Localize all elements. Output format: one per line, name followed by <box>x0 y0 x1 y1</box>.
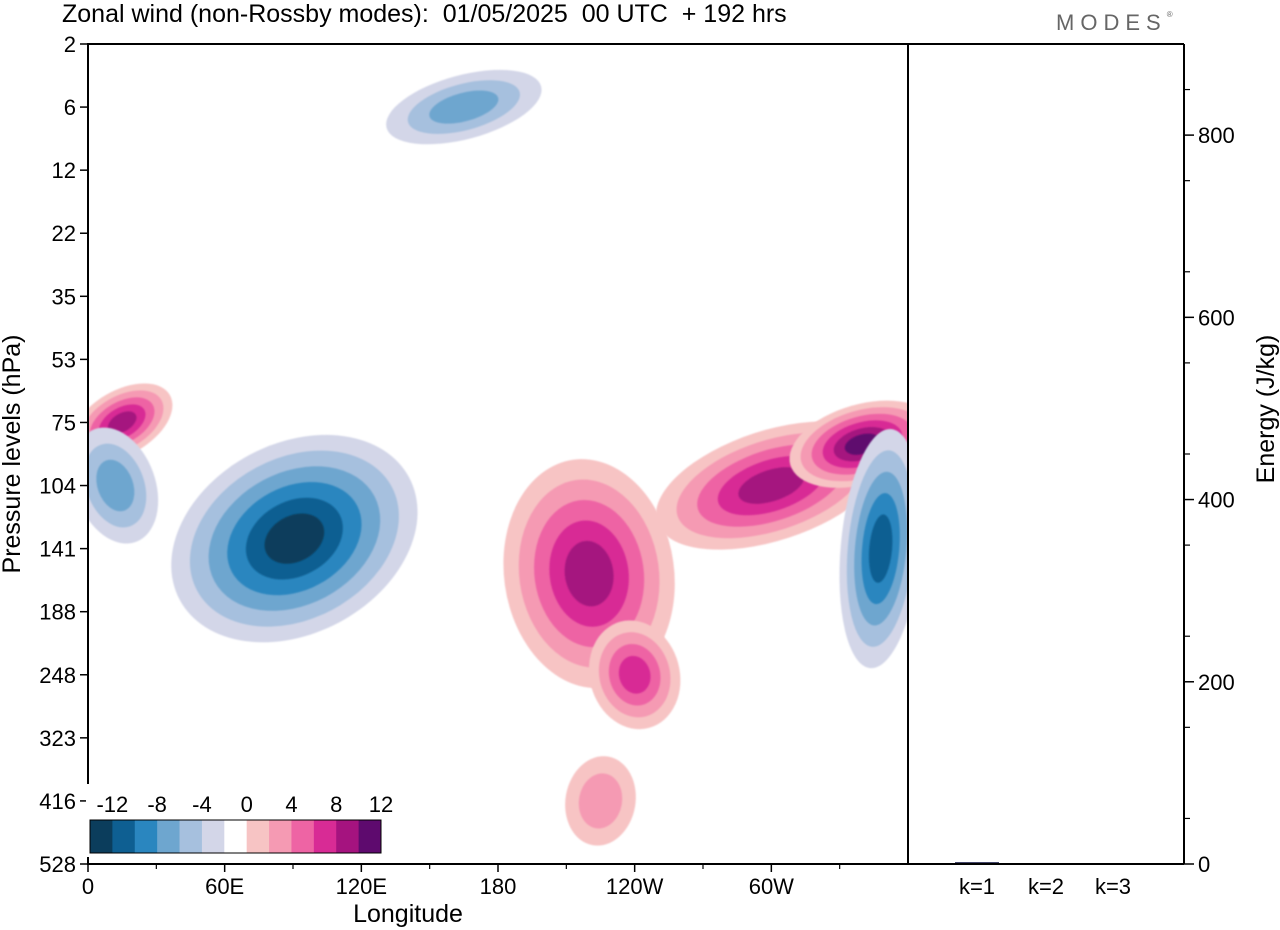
contour-blob <box>564 540 614 607</box>
y-tick-label: 104 <box>39 474 76 499</box>
colorbar-swatch <box>358 820 382 853</box>
energy-tick-label: 0 <box>1198 852 1210 877</box>
colorbar-label: -8 <box>147 792 167 817</box>
colorbar-swatch <box>134 820 158 853</box>
logo-text: MODES <box>1056 10 1167 35</box>
y-tick-label: 2 <box>64 32 76 57</box>
colorbar-label: 8 <box>330 792 342 817</box>
y-tick-label: 12 <box>52 158 76 183</box>
x-tick-label: 180 <box>480 874 517 899</box>
y-tick-label: 6 <box>64 95 76 120</box>
x-axis-label: Longitude <box>353 900 463 928</box>
colorbar-outline <box>89 819 382 854</box>
energy-tick-label: 800 <box>1198 123 1235 148</box>
colorbar-label: 12 <box>369 792 393 817</box>
colorbar-swatch <box>224 820 248 853</box>
colorbar-label: -4 <box>192 792 212 817</box>
y-tick-label: 75 <box>52 410 76 435</box>
colorbar-swatch <box>179 820 203 853</box>
colorbar: -12 -8 -4 0 4 8 12 <box>86 784 393 857</box>
x-tick-label: 60E <box>205 874 244 899</box>
x-tick-label: 60W <box>749 874 794 899</box>
chart-title: Zonal wind (non-Rossby modes): 01/05/202… <box>62 0 787 28</box>
y-tick-label: 141 <box>39 537 76 562</box>
colorbar-swatch <box>336 820 360 853</box>
y-tick-label: 35 <box>52 284 76 309</box>
colorbar-swatch <box>291 820 315 853</box>
contour-blob <box>738 467 805 504</box>
energy-tick-label: 400 <box>1198 488 1235 513</box>
bar-category-label: k=2 <box>1028 874 1064 899</box>
colorbar-swatch <box>112 820 136 853</box>
energy-axis-label: Energy (J/kg) <box>1252 335 1280 484</box>
y-tick-label: 53 <box>52 347 76 372</box>
y-tick-label: 323 <box>39 726 76 751</box>
contour-blob <box>107 411 137 434</box>
contour-blob <box>578 773 623 829</box>
contour-blob <box>868 514 893 583</box>
axes: 0 60E 120E 180 120W 60W Longitude 2 6 12 22 35 53 75 1… <box>0 32 841 928</box>
colorbar-swatch <box>269 820 292 853</box>
colorbar-swatch <box>246 820 270 853</box>
contour-blob <box>264 513 325 564</box>
colorbar-swatch <box>90 820 113 853</box>
modes-logo: MODES® <box>1056 10 1173 35</box>
bar-category-label: k=3 <box>1095 874 1131 899</box>
y-tick-label: 416 <box>39 789 76 814</box>
contour-field <box>88 69 908 846</box>
y-axis-label: Pressure levels (hPa) <box>0 335 26 574</box>
energy-tick-label: 200 <box>1198 670 1235 695</box>
colorbar-swatch <box>201 820 225 853</box>
contour-blob <box>429 90 499 124</box>
y-tick-label: 188 <box>39 600 76 625</box>
x-tick-label: 120E <box>336 874 387 899</box>
energy-bars: k=1 k=2 k=3 0 200 400 600 800 Energy (J/kg) <box>955 88 1280 899</box>
x-tick-label: 0 <box>82 874 94 899</box>
x-tick-label: 120W <box>606 874 664 899</box>
contour-blob <box>96 459 135 512</box>
y-tick-label: 22 <box>52 221 76 246</box>
colorbar-label: 0 <box>241 792 253 817</box>
bar-category-label: k=1 <box>959 874 995 899</box>
energy-tick-label: 600 <box>1198 305 1235 330</box>
y-tick-label: 248 <box>39 663 76 688</box>
contour-blob <box>618 655 651 694</box>
colorbar-label: -12 <box>96 792 128 817</box>
colorbar-swatch <box>157 820 181 853</box>
colorbar-swatch <box>313 820 337 853</box>
colorbar-label: 4 <box>285 792 297 817</box>
y-tick-label: 528 <box>39 852 76 877</box>
